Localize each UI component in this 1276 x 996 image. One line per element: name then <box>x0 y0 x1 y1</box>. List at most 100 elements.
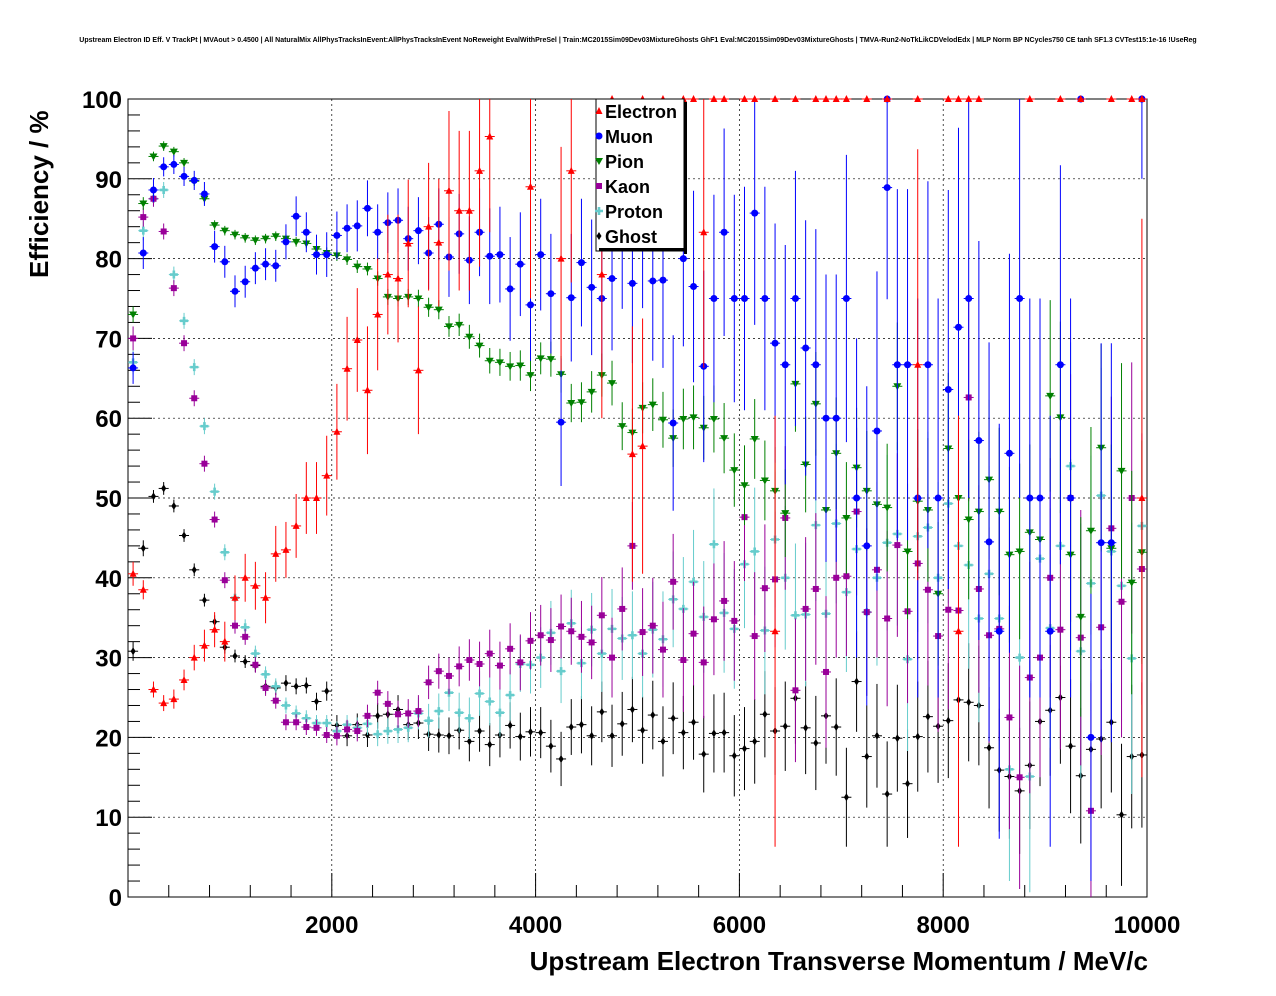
data-point <box>568 628 575 635</box>
data-point <box>262 684 269 691</box>
data-point <box>475 689 484 698</box>
legend-label-ghost: Ghost <box>605 227 657 247</box>
data-point <box>139 249 147 257</box>
data-point <box>353 335 361 343</box>
data-point <box>455 321 464 329</box>
data-point <box>272 549 280 557</box>
data-point <box>802 344 810 352</box>
data-point <box>425 679 432 686</box>
data-point <box>873 427 881 435</box>
data-point <box>904 361 912 369</box>
data-point <box>618 423 627 431</box>
data-point <box>211 625 219 633</box>
data-point <box>140 214 147 221</box>
data-point <box>954 627 962 635</box>
data-point <box>456 663 463 670</box>
data-point <box>548 742 554 751</box>
data-point <box>170 160 178 168</box>
data-point <box>313 724 320 731</box>
data-point <box>486 650 493 657</box>
data-point <box>517 659 524 666</box>
data-point <box>527 301 535 309</box>
data-point <box>680 656 687 663</box>
data-point <box>251 264 259 272</box>
data-point <box>710 95 718 102</box>
data-point <box>954 95 962 102</box>
data-point <box>903 548 912 556</box>
data-point <box>374 689 381 696</box>
data-point <box>689 414 698 422</box>
data-point <box>691 718 697 727</box>
data-point <box>944 95 952 102</box>
data-point <box>1077 95 1085 102</box>
data-point <box>313 494 321 501</box>
legend-marker-muon <box>595 132 603 140</box>
data-point <box>781 510 790 518</box>
x-tick-label: 10000 <box>1114 912 1181 939</box>
data-point <box>415 708 422 715</box>
data-point <box>160 699 168 707</box>
data-point <box>129 311 138 319</box>
data-point <box>363 386 371 394</box>
data-point <box>251 581 259 589</box>
data-point <box>567 400 576 408</box>
data-point <box>893 361 901 369</box>
data-point <box>394 274 402 282</box>
data-point <box>1067 494 1075 502</box>
data-point <box>190 363 199 372</box>
data-point <box>436 731 442 740</box>
data-point <box>292 709 301 718</box>
data-point <box>578 720 584 729</box>
data-point <box>679 255 687 263</box>
data-point <box>924 586 931 593</box>
data-point <box>1138 95 1146 102</box>
data-point <box>466 737 472 746</box>
data-point <box>495 359 504 367</box>
data-point <box>190 176 198 184</box>
data-point <box>130 647 136 656</box>
data-point <box>894 734 900 743</box>
data-point <box>619 605 626 612</box>
data-point <box>1036 494 1044 502</box>
data-point <box>1056 95 1064 102</box>
data-point <box>242 657 248 666</box>
data-point <box>659 276 667 284</box>
data-point <box>220 548 229 557</box>
data-point <box>354 728 361 735</box>
data-point <box>965 295 973 302</box>
data-point <box>231 622 238 629</box>
data-point <box>516 362 525 370</box>
data-point <box>414 295 423 303</box>
data-point <box>547 290 555 298</box>
data-point <box>506 285 514 293</box>
data-point <box>231 593 239 601</box>
data-point <box>527 182 535 190</box>
data-point <box>812 95 820 102</box>
data-point <box>628 450 636 458</box>
data-point <box>160 228 167 235</box>
data-point <box>833 723 839 732</box>
data-point <box>1097 539 1105 547</box>
data-point <box>190 653 198 661</box>
data-point <box>262 593 270 601</box>
data-point <box>1068 742 1074 751</box>
data-point <box>323 251 331 259</box>
data-point <box>578 633 585 640</box>
data-point <box>812 361 820 369</box>
data-point <box>883 95 891 102</box>
data-point <box>812 585 819 592</box>
data-point <box>293 682 299 691</box>
data-point <box>302 494 310 501</box>
data-point <box>180 316 189 325</box>
data-point <box>843 793 849 802</box>
data-point <box>740 95 748 102</box>
data-point <box>842 295 850 302</box>
data-point <box>609 731 615 740</box>
data-point <box>485 697 494 706</box>
data-point <box>170 695 178 703</box>
data-point <box>221 577 228 584</box>
y-tick-label: 70 <box>95 326 122 353</box>
data-point <box>577 259 585 267</box>
y-tick-label: 100 <box>82 87 122 114</box>
data-point <box>649 277 657 285</box>
